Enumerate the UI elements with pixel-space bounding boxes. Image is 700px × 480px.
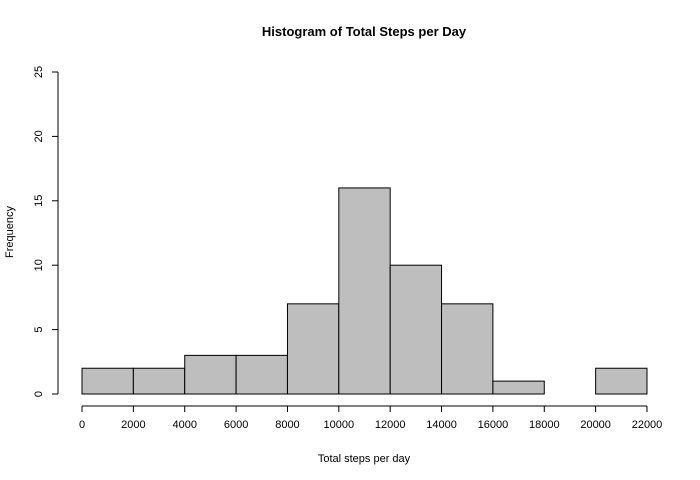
x-tick-label: 18000 (529, 419, 560, 431)
histogram-bar-8000-10000 (286, 303, 340, 395)
y-tick-label: 5 (33, 327, 45, 333)
x-tick-label: 6000 (224, 419, 248, 431)
x-axis-label: Total steps per day (318, 453, 411, 465)
y-tick-label: 20 (33, 130, 45, 142)
x-tick-label: 22000 (632, 419, 663, 431)
bars-group (81, 187, 648, 395)
x-tick-label: 4000 (172, 419, 196, 431)
y-tick-label: 15 (33, 195, 45, 207)
x-tick-label: 10000 (324, 419, 355, 431)
histogram-bar-2000-4000 (132, 367, 186, 395)
histogram-bar-4000-6000 (184, 354, 237, 395)
x-tick-label: 2000 (121, 419, 145, 431)
histogram-bar-20000-22000 (595, 367, 648, 395)
y-tick-label: 25 (33, 66, 45, 78)
histogram-bar-16000-18000 (492, 380, 545, 395)
x-tick-label: 12000 (375, 419, 406, 431)
y-axis-label: Frequency (4, 206, 16, 258)
histogram-bar-14000-16000 (441, 303, 494, 395)
y-axis: 0 5 10 15 20 25 (33, 66, 59, 397)
histogram-bar-0-2000 (81, 367, 134, 395)
x-tick-label: 8000 (275, 419, 299, 431)
histogram-bar-6000-8000 (235, 354, 288, 395)
histogram-bar-12000-14000 (389, 264, 443, 395)
x-tick-label: 20000 (580, 419, 611, 431)
y-tick-label: 0 (33, 391, 45, 397)
histogram-bar-10000-12000 (338, 187, 391, 395)
x-tick-label: 0 (79, 419, 85, 431)
x-tick-label: 14000 (426, 419, 457, 431)
x-axis: 0 2000 4000 6000 8000 10000 12000 14000 16000 180… (79, 405, 663, 431)
chart-title: Histogram of Total Steps per Day (262, 24, 467, 39)
x-tick-label: 16000 (478, 419, 509, 431)
y-tick-label: 10 (33, 259, 45, 271)
